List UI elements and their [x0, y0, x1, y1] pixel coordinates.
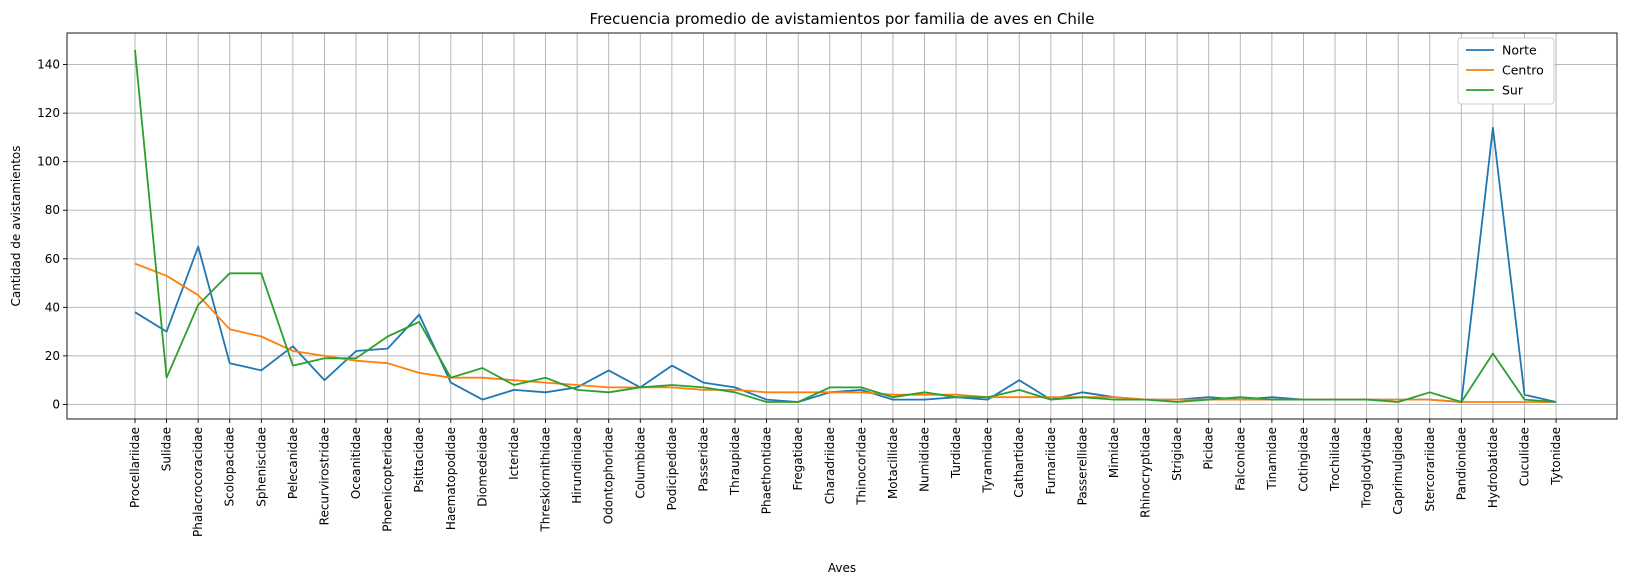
- x-tick-label: Mimidae: [1107, 427, 1121, 478]
- x-tick-label: Spheniscidae: [254, 427, 268, 507]
- y-axis-label: Cantidad de avistamientos: [9, 145, 23, 306]
- x-tick-label: Troglodytidae: [1360, 427, 1374, 509]
- x-tick-label: Fregatidae: [791, 427, 805, 490]
- x-tick-label: Odontophoridae: [602, 427, 616, 524]
- x-tick-label: Furnariidae: [1044, 427, 1058, 495]
- y-tick-label: 40: [45, 300, 60, 314]
- plot-frame: [66, 32, 1618, 420]
- y-tick-label: 100: [37, 155, 60, 169]
- x-tick-label: Passerellidae: [1075, 427, 1089, 505]
- x-tick-label: Diomedeidae: [475, 427, 489, 507]
- x-tick-label: Tinamidae: [1265, 427, 1279, 491]
- x-tick-label: Phaethontidae: [760, 427, 774, 514]
- x-tick-label: Tyrannidae: [981, 427, 995, 494]
- x-tick-label: Numididae: [918, 427, 932, 492]
- x-tick-label: Passeridae: [696, 427, 710, 492]
- x-tick-label: Psittacidae: [412, 427, 426, 493]
- grid: [67, 33, 1617, 419]
- x-tick-label: Pandionidae: [1454, 427, 1468, 500]
- x-tick-label: Phalacrocoracidae: [191, 427, 205, 537]
- x-tick-label: Haematopodidae: [444, 427, 458, 530]
- x-tick-label: Threskiornithidae: [539, 427, 553, 533]
- legend-label-sur: Sur: [1502, 83, 1524, 98]
- y-tick-label: 20: [45, 349, 60, 363]
- x-tick-label: Scolopacidae: [223, 427, 237, 507]
- x-tick-label: Falconidae: [1233, 427, 1247, 491]
- x-tick-label: Oceanitidae: [349, 427, 363, 499]
- x-tick-label: Charadriidae: [823, 427, 837, 504]
- legend: Norte Centro Sur: [1457, 37, 1555, 105]
- x-tick-label: Podicipedidae: [665, 427, 679, 510]
- legend-label-norte: Norte: [1502, 43, 1537, 58]
- y-tick-label: 140: [37, 58, 60, 72]
- x-tick-label: Phoenicopteridae: [381, 427, 395, 532]
- series-line-centro: [134, 262, 1557, 403]
- series-line-norte: [134, 126, 1557, 403]
- x-tick-label: Sulidae: [160, 427, 174, 471]
- x-tick-label: Icteridae: [507, 427, 521, 480]
- x-tick-label: Motacillidae: [886, 427, 900, 499]
- x-tick-label: Strigidae: [1170, 427, 1184, 481]
- x-tick-label: Caprimulgidae: [1391, 427, 1405, 515]
- x-tick-label: Trochilidae: [1328, 427, 1342, 492]
- y-tick-label: 0: [52, 397, 60, 411]
- y-tick-label: 120: [37, 106, 60, 120]
- x-tick-label: Procellariidae: [128, 427, 142, 508]
- x-tick-label: Thinocoridae: [854, 427, 868, 506]
- x-axis-label: Aves: [828, 561, 856, 575]
- x-tick-label: Cotingidae: [1296, 427, 1310, 492]
- x-tick-label: Tytonidae: [1549, 427, 1563, 486]
- x-tick-label: Thraupidae: [728, 427, 742, 496]
- x-tick-label: Turdidae: [949, 427, 963, 479]
- x-tick-label: Picidae: [1202, 427, 1216, 470]
- legend-box: [1457, 37, 1555, 105]
- x-tick-label: Columbidae: [633, 427, 647, 499]
- y-tick-label: 80: [45, 203, 60, 217]
- series-layer: [134, 49, 1557, 403]
- x-tick-label: Rhinocryptidae: [1139, 427, 1153, 518]
- x-tick-label: Recurvirostridae: [317, 427, 331, 525]
- x-tick-label: Pelecanidae: [286, 427, 300, 499]
- y-tick-label: 60: [45, 252, 60, 266]
- x-tick-label: Hydrobatidae: [1486, 427, 1500, 508]
- y-axis: 0 20 40 60 80 100 120 140: [37, 58, 67, 411]
- x-tick-label: Cuculidae: [1518, 427, 1532, 486]
- x-tick-label: Stercorariidae: [1423, 427, 1437, 512]
- x-axis: Procellariidae Sulidae Phalacrocoracidae Sc…: [128, 419, 1563, 537]
- legend-label-centro: Centro: [1502, 63, 1544, 78]
- chart-title: Frecuencia promedio de avistamientos por…: [590, 10, 1095, 28]
- x-tick-label: Cathartidae: [1012, 427, 1026, 498]
- x-tick-label: Hirundinidae: [570, 427, 584, 504]
- series-line-sur: [134, 49, 1557, 403]
